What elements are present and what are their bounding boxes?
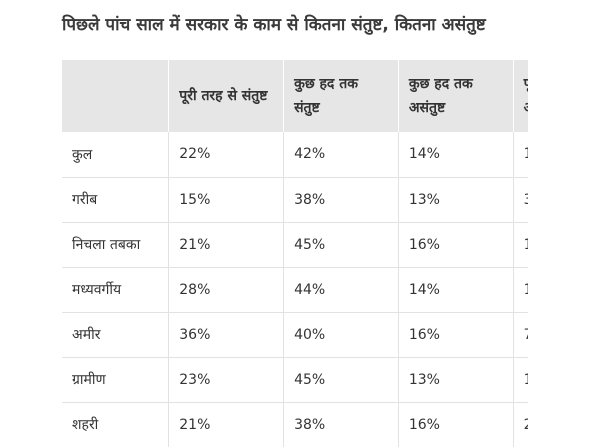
table-cell: 19% [512, 132, 528, 178]
row-label: मध्यवर्गीय [62, 267, 169, 313]
table-row: मध्यवर्गीय28%44%14%13% [62, 267, 528, 313]
table-row: अमीर36%40%16%7% [62, 312, 528, 358]
column-header: कुछ हद तक संतुष्ट [283, 60, 399, 132]
table-cell: 15% [512, 222, 528, 268]
table-cell: 14% [397, 132, 514, 178]
table-cell: 44% [283, 267, 399, 313]
table-cell: 21% [168, 222, 284, 268]
title: पिछले पांच साल में सरकार के काम से कितना… [62, 15, 486, 35]
table-cell: 22 [512, 402, 528, 447]
table: पूरी तरह से संतुष्ट कुछ हद तक संतुष्ट कुछ … [62, 60, 528, 447]
header-corner [62, 60, 169, 132]
column-header: कुछ हद तक असंतुष्ट [397, 60, 514, 132]
table-row: निचला तबका21%45%16%15% [62, 222, 528, 268]
table-cell: 22% [168, 132, 284, 178]
row-label: ग्रामीण [62, 357, 169, 403]
table-cell: 38% [283, 402, 399, 447]
table-cell: 13% [512, 267, 528, 313]
table-header: पूरी तरह से संतुष्ट कुछ हद तक संतुष्ट कुछ … [62, 60, 528, 132]
column-header: पूरी तरह से असंतुष्ट [512, 60, 528, 132]
row-label: कुल [62, 132, 169, 178]
table-cell: 28% [168, 267, 284, 313]
table-cell: 23% [168, 357, 284, 403]
table-cell: 42% [283, 132, 399, 178]
table-cell: 40% [283, 312, 399, 358]
row-label: गरीब [62, 177, 169, 223]
table-row: शहरी21%38%16%22 [62, 402, 528, 447]
table-row: गरीब15%38%13%31% [62, 177, 528, 223]
header-row: पूरी तरह से संतुष्ट कुछ हद तक संतुष्ट कुछ … [62, 60, 528, 132]
table-cell: 16% [397, 402, 514, 447]
column-header: पूरी तरह से संतुष्ट [168, 60, 284, 132]
table-cell: 16% [397, 312, 514, 358]
table-cell: 15% [168, 177, 284, 223]
table-cell: 45% [283, 222, 399, 268]
table-cell: 17% [512, 357, 528, 403]
row-label: अमीर [62, 312, 169, 358]
table-cell: 13% [397, 177, 514, 223]
table-cell: 16% [397, 222, 514, 268]
table-cell: 7% [512, 312, 528, 358]
table-row: कुल22%42%14%19% [62, 132, 528, 178]
table-cell: 14% [397, 267, 514, 313]
table-body: कुल22%42%14%19%गरीब15%38%13%31%निचला तबक… [62, 132, 528, 447]
row-label: शहरी [62, 402, 169, 447]
table-cell: 38% [283, 177, 399, 223]
row-label: निचला तबका [62, 222, 169, 268]
table-cell: 36% [168, 312, 284, 358]
table-cell: 21% [168, 402, 284, 447]
table-cell: 13% [397, 357, 514, 403]
table-container: पूरी तरह से संतुष्ट कुछ हद तक संतुष्ट कुछ … [62, 60, 528, 447]
table-cell: 45% [283, 357, 399, 403]
table-cell: 31% [512, 177, 528, 223]
table-row: ग्रामीण23%45%13%17% [62, 357, 528, 403]
